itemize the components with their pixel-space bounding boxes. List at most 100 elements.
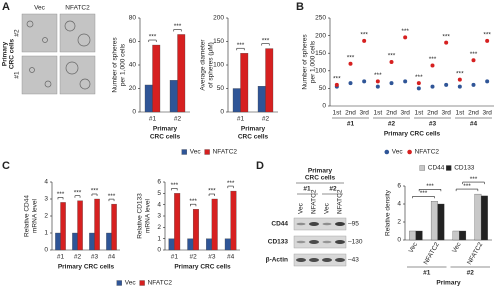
y-tick-label: 4 bbox=[157, 201, 161, 208]
x-tick-label: #1 bbox=[171, 254, 179, 261]
legend-label: CD44 bbox=[428, 165, 445, 172]
bar bbox=[89, 232, 95, 251]
x-tick-label: 3rd bbox=[400, 110, 410, 117]
bar bbox=[174, 193, 181, 251]
point bbox=[362, 79, 367, 84]
x-tick-label: 1st bbox=[414, 110, 423, 117]
bar bbox=[409, 230, 417, 241]
blot-image bbox=[293, 217, 347, 267]
bar bbox=[232, 88, 241, 113]
point bbox=[334, 82, 339, 87]
column-label: Vec bbox=[34, 5, 46, 12]
significance: *** bbox=[91, 188, 99, 195]
y-axis-title: Relative density bbox=[385, 189, 392, 236]
row-label: #1 bbox=[14, 71, 21, 79]
bar bbox=[211, 198, 218, 251]
significance: *** bbox=[74, 189, 82, 196]
blot-marker: –43 bbox=[348, 257, 359, 264]
y-axis-title: per 1,000 cells bbox=[310, 40, 317, 83]
significance: *** bbox=[401, 28, 409, 35]
y-axis-title: of spheres (μM) bbox=[208, 42, 215, 88]
blot-title: Primary bbox=[308, 168, 333, 175]
bar bbox=[77, 200, 83, 251]
legend-label: NFATC2 bbox=[415, 149, 440, 156]
y-tick-label: 100 bbox=[213, 62, 224, 69]
y-tick-label: 6 bbox=[397, 183, 401, 190]
legend-swatch bbox=[407, 149, 412, 155]
legend-label: NFATC2 bbox=[213, 149, 238, 156]
point bbox=[444, 82, 449, 87]
bar bbox=[168, 238, 175, 251]
legend-swatch bbox=[139, 280, 145, 286]
significance: *** bbox=[374, 72, 382, 79]
significance: *** bbox=[470, 176, 478, 183]
bar bbox=[94, 198, 100, 251]
panel-label: D bbox=[256, 160, 264, 172]
point bbox=[485, 38, 490, 43]
y-tick-label: 3 bbox=[157, 213, 161, 220]
x-axis-title: CRC cells bbox=[238, 134, 269, 141]
side-label: CRC cells bbox=[9, 38, 16, 69]
y-axis-title: Relative CD133 bbox=[137, 193, 144, 239]
significance: *** bbox=[420, 190, 428, 197]
bar bbox=[106, 232, 112, 251]
y-axis-title: Relative CD44 bbox=[24, 195, 31, 237]
y-axis-title: Average diameter bbox=[200, 39, 207, 91]
y-tick-label: 0 bbox=[132, 109, 136, 116]
significance: *** bbox=[347, 54, 355, 61]
blot-title: CRC cells bbox=[305, 175, 336, 182]
point bbox=[362, 38, 367, 43]
x-tick-label: 3rd bbox=[482, 110, 492, 117]
significance: *** bbox=[415, 74, 423, 81]
point bbox=[403, 35, 408, 40]
blot-group: #1 bbox=[303, 186, 311, 193]
significance: *** bbox=[149, 34, 157, 41]
x-tick-label: 3rd bbox=[441, 110, 451, 117]
y-tick-label: 2 bbox=[157, 224, 161, 231]
row-label: #2 bbox=[14, 29, 21, 37]
significance: *** bbox=[429, 56, 437, 63]
legend-swatch bbox=[181, 149, 187, 155]
point bbox=[430, 63, 435, 68]
bar bbox=[415, 230, 423, 241]
bar bbox=[169, 80, 178, 113]
significance: *** bbox=[108, 193, 116, 200]
column-label: NFATC2 bbox=[65, 5, 90, 12]
bar bbox=[152, 44, 161, 113]
x-tick-label: 2nd bbox=[427, 110, 438, 117]
point bbox=[416, 86, 421, 91]
y-tick-label: 0 bbox=[157, 247, 161, 254]
group-label: #4 bbox=[470, 121, 478, 128]
significance: *** bbox=[174, 23, 182, 30]
x-axis-title: Primary CRC cells bbox=[58, 264, 115, 271]
group-label: #1 bbox=[423, 270, 431, 277]
x-tick-label: 2nd bbox=[386, 110, 397, 117]
point bbox=[444, 40, 449, 45]
x-tick-label: 1st bbox=[455, 110, 464, 117]
bar bbox=[480, 195, 488, 241]
x-tick-label: #2 bbox=[190, 254, 198, 261]
y-axis-title: Number of spheres bbox=[112, 37, 119, 93]
legend-swatch bbox=[384, 149, 390, 155]
y-tick-label: 200 bbox=[213, 15, 224, 22]
blot-marker: –130 bbox=[348, 239, 363, 246]
y-tick-label: 150 bbox=[213, 38, 224, 45]
y-tick-label: 4 bbox=[397, 201, 401, 208]
x-tick-label: NFATC2 bbox=[466, 241, 484, 266]
x-tick-label: 1st bbox=[373, 110, 382, 117]
panel-label: A bbox=[2, 1, 10, 13]
significance: *** bbox=[456, 70, 464, 77]
significance: *** bbox=[57, 191, 65, 198]
bar bbox=[177, 34, 186, 113]
y-tick-label: 3 bbox=[44, 196, 48, 203]
point bbox=[430, 84, 435, 89]
group-label: #2 bbox=[467, 270, 475, 277]
blot-marker: –95 bbox=[348, 221, 359, 228]
bar bbox=[240, 53, 249, 113]
x-tick-label: #1 bbox=[149, 116, 157, 123]
point bbox=[389, 60, 394, 64]
bar bbox=[55, 232, 61, 251]
x-axis-title: Primary CRC cells bbox=[384, 131, 441, 138]
x-tick-label: NFATC2 bbox=[423, 241, 441, 266]
x-tick-label: 2nd bbox=[345, 110, 356, 117]
